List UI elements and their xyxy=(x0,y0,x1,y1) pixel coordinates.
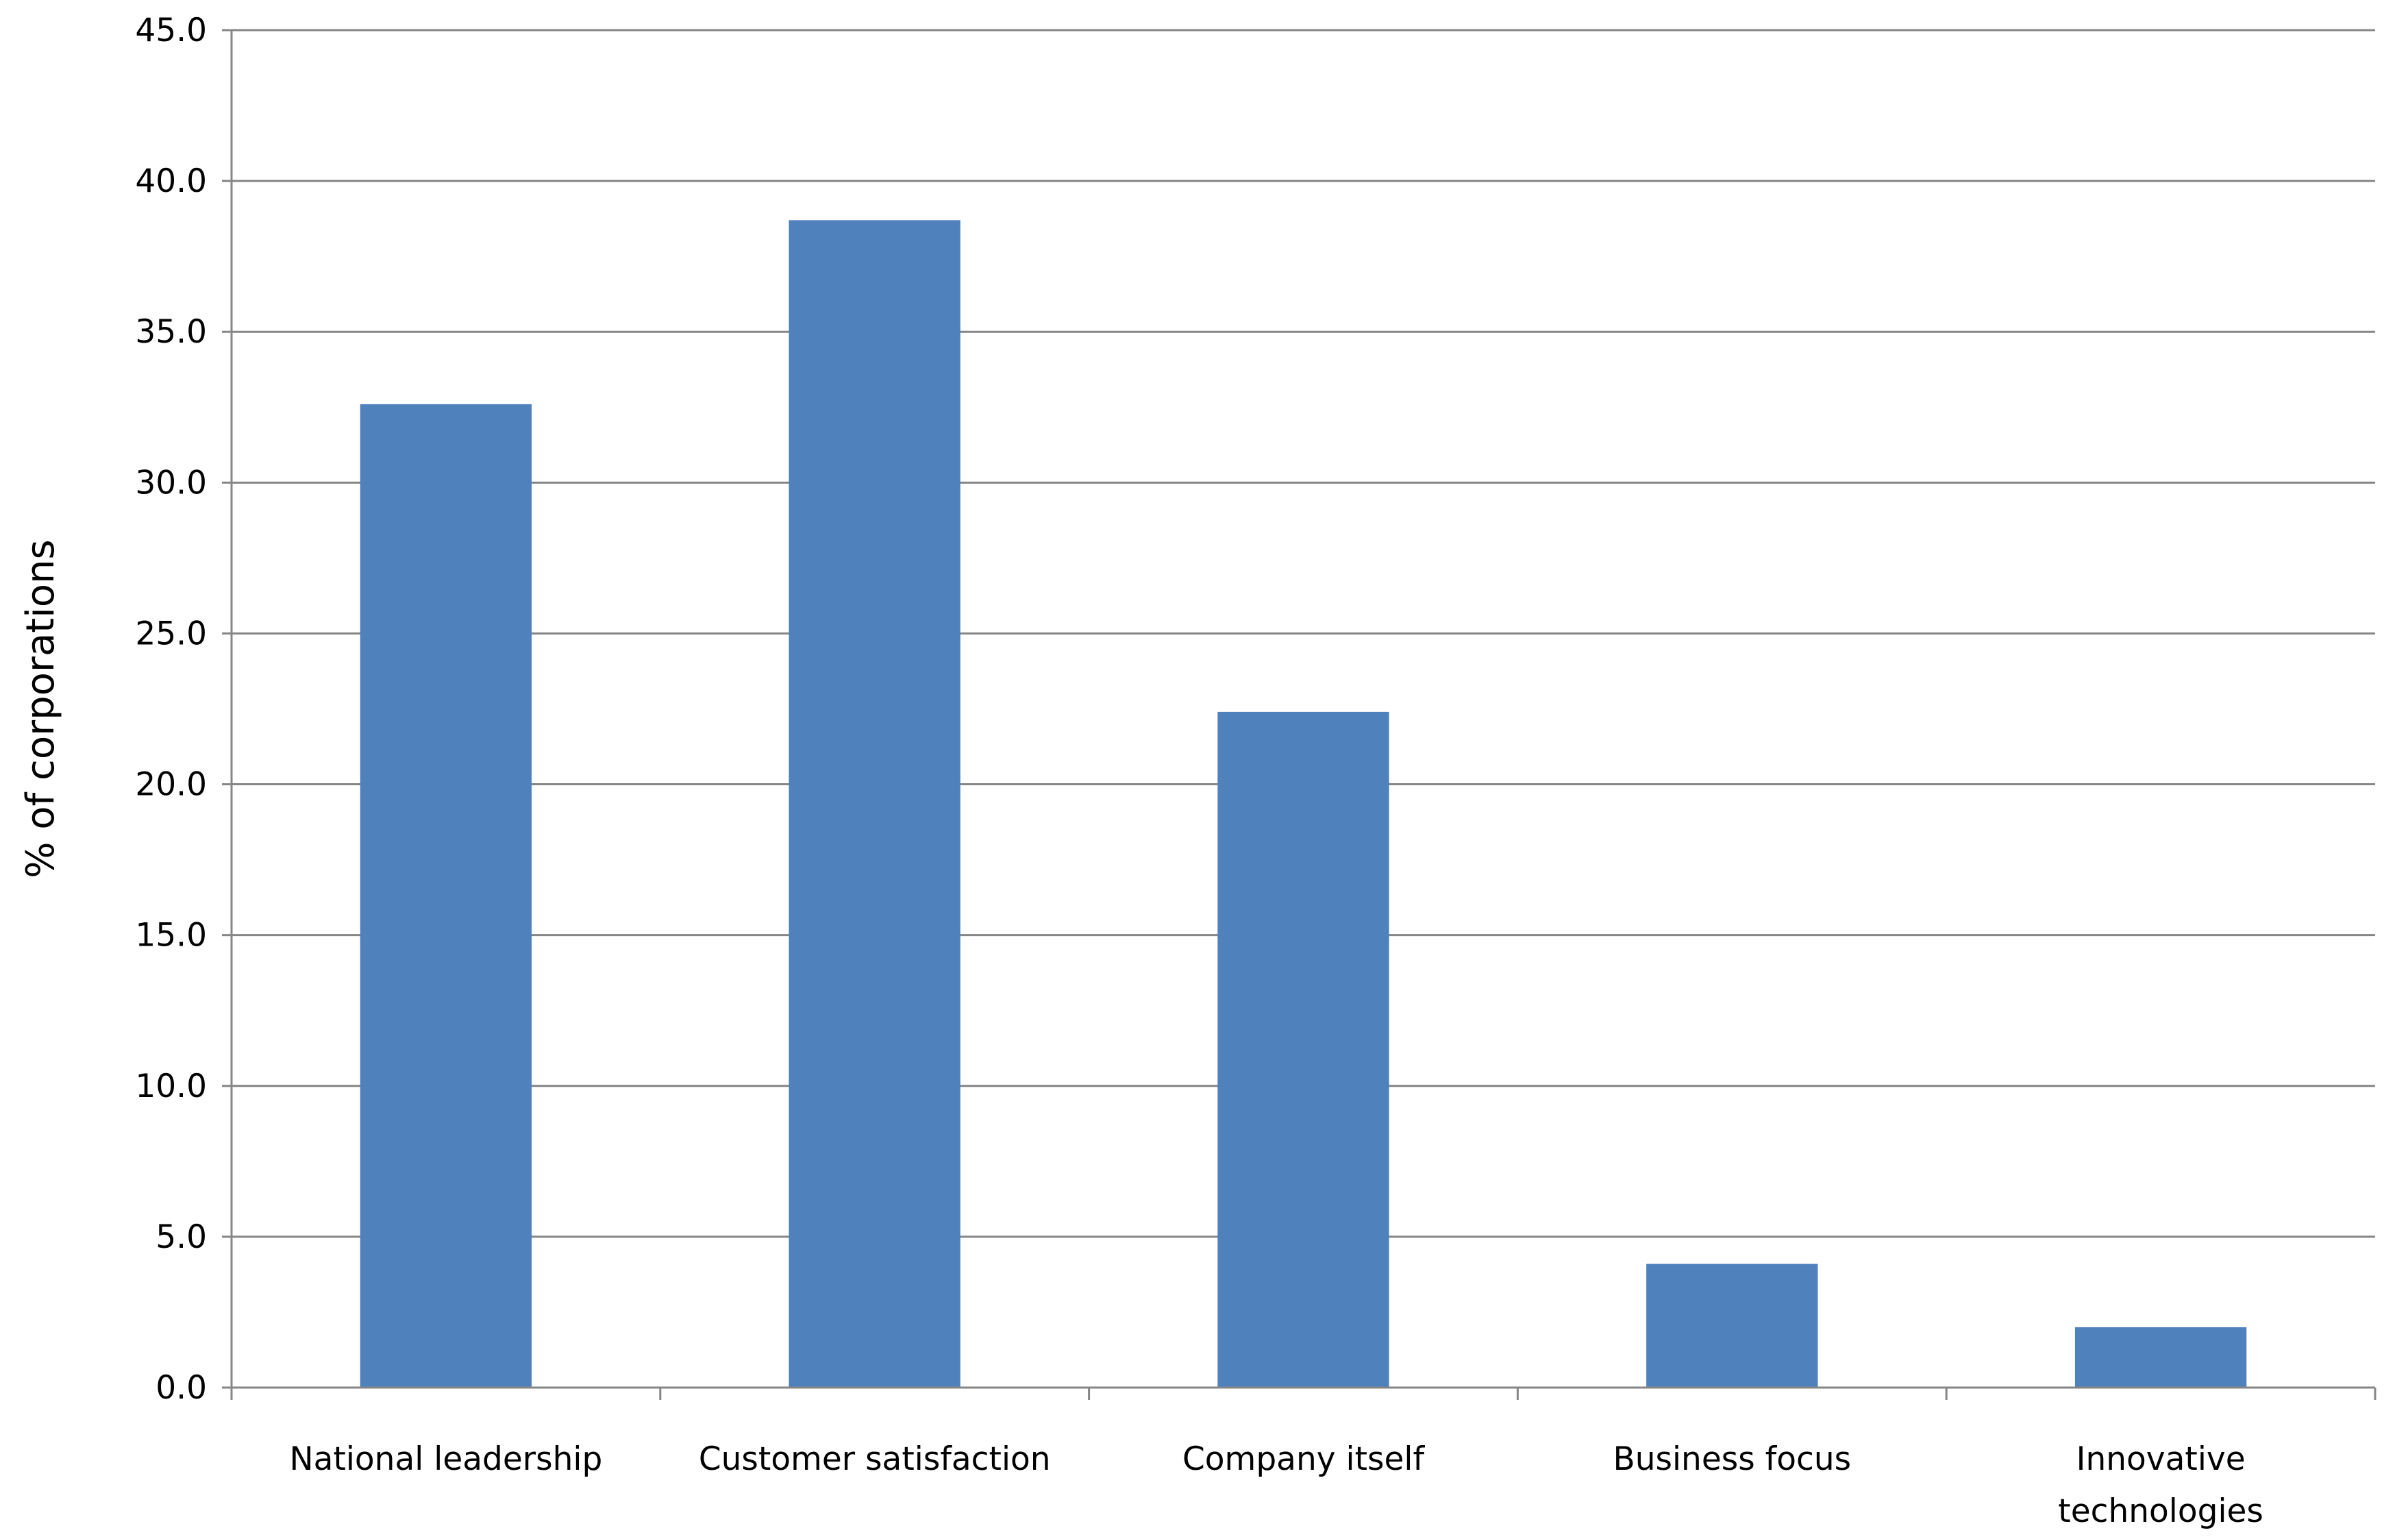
y-tick-label: 15.0 xyxy=(135,917,207,955)
bar xyxy=(789,220,960,1388)
x-tick-label: Business focus xyxy=(1613,1440,1851,1478)
y-tick-label: 20.0 xyxy=(135,766,207,804)
y-axis-title: % of corporations xyxy=(18,539,63,878)
bar xyxy=(1217,711,1389,1388)
y-tick-label: 5.0 xyxy=(156,1218,207,1256)
y-tick-label: 35.0 xyxy=(135,313,207,351)
bar xyxy=(1646,1264,1818,1388)
x-tick-label: Company itself xyxy=(1182,1440,1425,1478)
y-tick-label: 10.0 xyxy=(135,1068,207,1105)
x-tick-label: National leadership xyxy=(289,1440,602,1478)
x-tick-label: Customer satisfaction xyxy=(699,1440,1051,1478)
y-tick-label: 45.0 xyxy=(135,12,207,49)
y-tick-label: 0.0 xyxy=(156,1369,207,1407)
y-tick-label: 30.0 xyxy=(135,464,207,502)
bars xyxy=(360,220,2247,1388)
y-tick-label: 40.0 xyxy=(135,162,207,200)
bar xyxy=(2074,1327,2247,1388)
y-tick-label: 25.0 xyxy=(135,615,207,652)
y-axis-tick-labels: 0.0 5.0 10.0 15.0 20.0 25.0 30.0 35.0 40.0 45.0 xyxy=(135,12,207,1407)
axes xyxy=(222,29,2376,1400)
x-axis-tick-labels: National leadership Customer satisfaction… xyxy=(289,1440,2263,1530)
bar xyxy=(360,404,532,1388)
gridlines xyxy=(232,29,2375,1238)
x-tick-label: Innovative technologies xyxy=(2058,1440,2263,1530)
